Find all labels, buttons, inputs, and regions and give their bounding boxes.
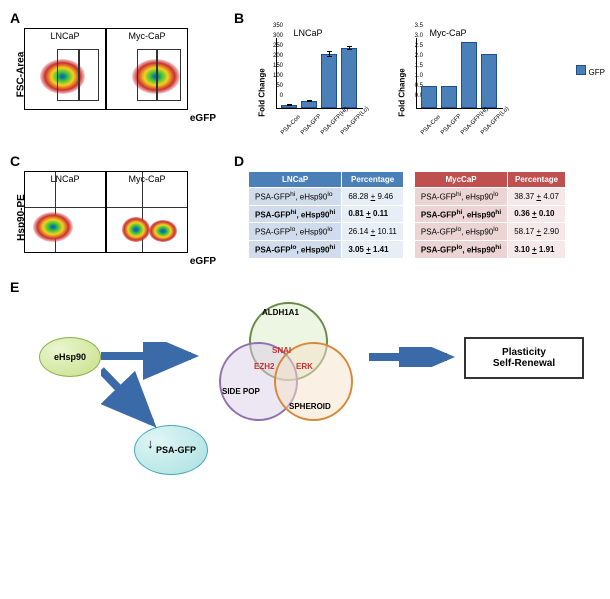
- bar-area: [416, 38, 503, 109]
- panel-b-label: B: [234, 10, 244, 26]
- table-header: MycCaP: [414, 172, 507, 188]
- bar: [421, 86, 437, 108]
- data-table: MycCaPPercentagePSA-GFPhi, eHsp90lo38.37…: [414, 171, 566, 259]
- table-cell: PSA-GFPhi, eHsp90lo: [249, 188, 342, 206]
- bar-label: PSA-GFP(Hi): [460, 121, 476, 137]
- table-cell: 0.36 + 0.10: [508, 205, 566, 223]
- panel-c-label: C: [10, 153, 20, 169]
- table-header: Percentage: [508, 172, 566, 188]
- panel-d-label: D: [234, 153, 244, 169]
- table-cell: 3.10 + 1.91: [508, 240, 566, 258]
- bar-labels: PSA-ConPSA-GFPPSA-GFP(Hi)PSA-GFP(Lo): [276, 124, 356, 130]
- chart-title: Myc-CaP: [388, 28, 508, 38]
- bar: [441, 86, 457, 108]
- bar: [341, 48, 357, 108]
- table-row: PSA-GFPhi, eHsp90hi0.36 + 0.10: [414, 205, 565, 223]
- scatter-c-lncap: LNCaP: [24, 171, 106, 253]
- panel-d: D LNCaPPercentagePSA-GFPhi, eHsp90lo68.2…: [234, 153, 600, 259]
- data-table: LNCaPPercentagePSA-GFPhi, eHsp90lo68.28 …: [248, 171, 404, 259]
- table-cell: PSA-GFPlo, eHsp90hi: [414, 240, 507, 258]
- table-row: PSA-GFPhi, eHsp90lo38.37 + 4.07: [414, 188, 565, 206]
- panel-a: A FSC-Area LNCaP Myc-CaP eGFP: [10, 10, 224, 128]
- venn-diagram: ALDH1A1 SIDE POP SPHEROID SNAI EZH2 ERK: [204, 302, 364, 432]
- table-row: PSA-GFPhi, eHsp90lo68.28 + 9.46: [249, 188, 404, 206]
- y-tick: 350: [273, 23, 283, 29]
- bar-label: PSA-Con: [420, 121, 436, 137]
- table-row: PSA-GFPlo, eHsp90hi3.05 + 1.41: [249, 240, 404, 258]
- table-cell: PSA-GFPlo, eHsp90lo: [414, 223, 507, 241]
- bar: [301, 101, 317, 108]
- panel-c: C Hsp90-PE LNCaP Myc-CaP eGFP: [10, 153, 224, 259]
- bar-label: PSA-Con: [280, 121, 296, 137]
- result-box: Plasticity Self-Renewal: [464, 337, 584, 379]
- scatter-lncap: LNCaP: [24, 28, 106, 110]
- panel-b-charts: LNCaPFold Change050100150200250300350PSA…: [248, 28, 600, 128]
- table-cell: 38.37 + 4.07: [508, 188, 566, 206]
- table-cell: 0.81 + 0.11: [342, 205, 404, 223]
- table-cell: 3.05 + 1.41: [342, 240, 404, 258]
- table-row: PSA-GFPlo, eHsp90hi3.10 + 1.91: [414, 240, 565, 258]
- scatter-myccap: Myc-CaP: [106, 28, 188, 110]
- bar: [461, 42, 477, 108]
- barchart: LNCaPFold Change050100150200250300350PSA…: [248, 28, 368, 128]
- panel-a-label: A: [10, 10, 20, 26]
- bar-label: PSA-GFP(Hi): [320, 121, 336, 137]
- y-axis-label: Fold Change: [398, 68, 407, 116]
- bar-label: PSA-GFP(Lo): [340, 121, 356, 137]
- bar-label: PSA-GFP(Lo): [480, 121, 496, 137]
- bar: [321, 54, 337, 108]
- table-cell: PSA-GFPlo, eHsp90hi: [249, 240, 342, 258]
- bar-area: [276, 38, 363, 109]
- diagram: eHsp90 ↓ PSA-GFP ALDH1A1 SIDE POP SPHERO…: [24, 297, 594, 477]
- panel-a-xaxis: eGFP: [190, 113, 216, 124]
- legend-swatch: [576, 65, 586, 75]
- table-cell: 58.17 + 2.90: [508, 223, 566, 241]
- table-cell: PSA-GFPhi, eHsp90hi: [249, 205, 342, 223]
- table-header: LNCaP: [249, 172, 342, 188]
- legend: GFP: [576, 65, 605, 77]
- arrow-icon: [369, 347, 459, 367]
- panel-e: E eHsp90 ↓ PSA-GFP ALDH1A1 SIDE POP SPHE…: [10, 279, 600, 477]
- panel-e-label: E: [10, 279, 19, 295]
- table-cell: PSA-GFPhi, eHsp90lo: [414, 188, 507, 206]
- bar: [481, 54, 497, 108]
- bar-label: PSA-GFP: [300, 121, 316, 137]
- table-cell: 68.28 + 9.46: [342, 188, 404, 206]
- table-row: PSA-GFPhi, eHsp90hi0.81 + 0.11: [249, 205, 404, 223]
- bar-labels: PSA-ConPSA-GFPPSA-GFP(Hi)PSA-GFP(Lo): [416, 124, 496, 130]
- panel-c-xaxis: eGFP: [190, 256, 216, 267]
- chart-title: LNCaP: [248, 28, 368, 38]
- table-row: PSA-GFPlo, eHsp90lo58.17 + 2.90: [414, 223, 565, 241]
- table-header: Percentage: [342, 172, 404, 188]
- y-axis-label: Fold Change: [258, 68, 267, 116]
- table-cell: PSA-GFPhi, eHsp90hi: [414, 205, 507, 223]
- barchart: Myc-CaPFold Change0.00.51.01.52.02.53.03…: [388, 28, 508, 128]
- bar-label: PSA-GFP: [440, 121, 456, 137]
- panel-c-plots: LNCaP Myc-CaP: [24, 171, 224, 253]
- panel-a-plots: LNCaP Myc-CaP: [24, 28, 224, 110]
- tables-container: LNCaPPercentagePSA-GFPhi, eHsp90lo68.28 …: [248, 171, 600, 259]
- arrow-icon: [101, 342, 211, 442]
- table-row: PSA-GFPlo, eHsp90lo26.14 + 10.11: [249, 223, 404, 241]
- table-cell: PSA-GFPlo, eHsp90lo: [249, 223, 342, 241]
- table-cell: 26.14 + 10.11: [342, 223, 404, 241]
- panel-b: B LNCaPFold Change050100150200250300350P…: [234, 10, 600, 128]
- y-tick: 3.5: [415, 23, 423, 29]
- bubble-ehsp90: eHsp90: [39, 337, 101, 377]
- scatter-c-myccap: Myc-CaP: [106, 171, 188, 253]
